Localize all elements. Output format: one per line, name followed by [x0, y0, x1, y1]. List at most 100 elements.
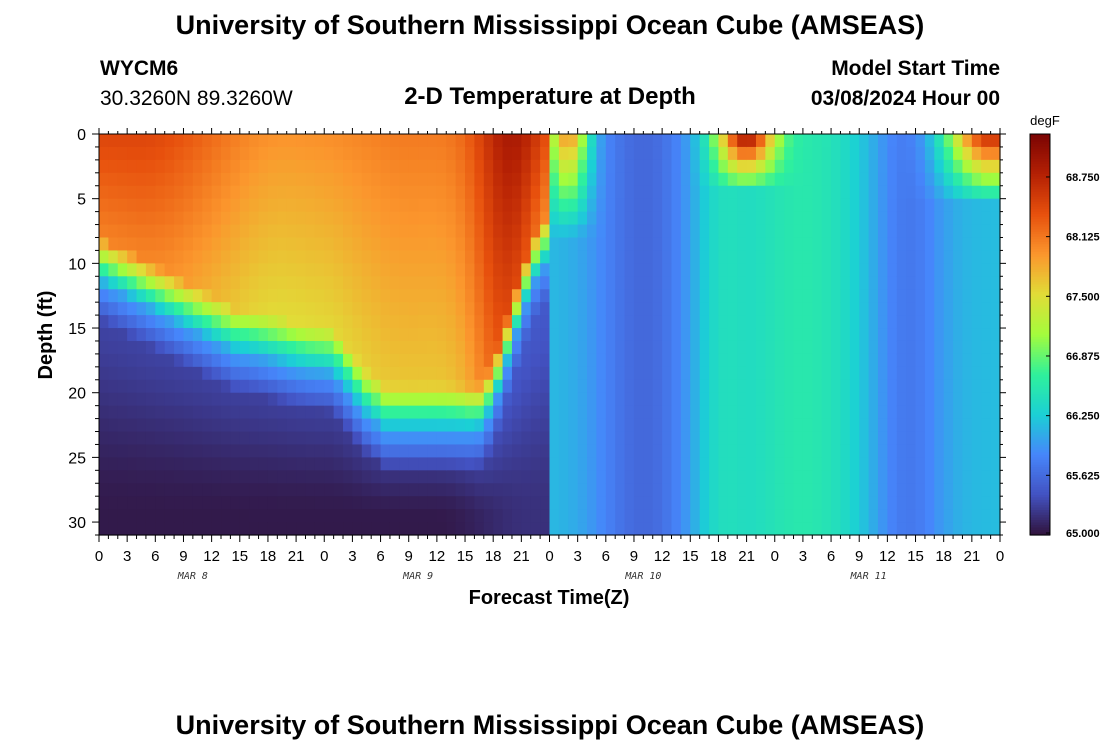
heatmap-cell	[887, 250, 898, 264]
heatmap-cell	[859, 237, 870, 252]
heatmap-cell	[296, 263, 307, 277]
heatmap-cell	[493, 146, 504, 161]
heatmap-cell	[971, 379, 982, 394]
heatmap-cell	[615, 159, 626, 174]
heatmap-cell	[99, 237, 109, 252]
heatmap-cell	[174, 250, 185, 264]
heatmap-cell	[727, 522, 738, 536]
heatmap-cell	[446, 134, 457, 148]
heatmap-cell	[812, 263, 823, 277]
heatmap-cell	[568, 431, 579, 446]
heatmap-cell	[249, 353, 260, 368]
heatmap-cell	[802, 146, 813, 161]
heatmap-cell	[633, 328, 644, 342]
heatmap-cell	[511, 470, 522, 484]
heatmap-cell	[924, 457, 935, 471]
heatmap-cell	[671, 237, 682, 252]
heatmap-cell	[709, 276, 720, 290]
colorbar-segment	[1030, 374, 1050, 378]
heatmap-cell	[624, 211, 635, 226]
colorbar-segment	[1030, 141, 1050, 145]
heatmap-cell	[699, 224, 710, 239]
heatmap-cell	[380, 379, 391, 394]
heatmap-cell	[615, 392, 626, 407]
heatmap-cell	[521, 328, 532, 342]
heatmap-cell	[164, 185, 175, 200]
heatmap-cell	[258, 250, 269, 264]
heatmap-cell	[953, 146, 964, 161]
heatmap-cell	[737, 211, 748, 226]
heatmap-cell	[455, 172, 466, 187]
heatmap-cell	[136, 328, 147, 342]
colorbar-segment	[1030, 254, 1050, 258]
heatmap-cell	[549, 392, 560, 407]
heatmap-cell	[371, 353, 382, 368]
heatmap-cell	[483, 340, 494, 355]
heatmap-cell	[662, 315, 673, 329]
heatmap-cell	[737, 470, 748, 484]
heatmap-cell	[840, 496, 851, 510]
colorbar-segment	[1030, 362, 1050, 366]
heatmap-cell	[192, 379, 203, 394]
heatmap-cell	[380, 172, 391, 187]
heatmap-cell	[652, 457, 663, 471]
heatmap-cell	[286, 470, 297, 484]
heatmap-cell	[840, 289, 851, 303]
heatmap-cell	[934, 392, 945, 407]
heatmap-cell	[99, 522, 109, 536]
heatmap-cell	[483, 198, 494, 213]
heatmap-cell	[221, 211, 231, 226]
heatmap-cell	[108, 211, 119, 226]
heatmap-cell	[474, 418, 485, 433]
heatmap-cell	[286, 457, 297, 471]
heatmap-cell	[258, 211, 269, 226]
heatmap-cell	[868, 509, 879, 523]
heatmap-cell	[333, 392, 344, 407]
heatmap-cell	[971, 483, 982, 497]
heatmap-cell	[962, 483, 973, 497]
heatmap-cell	[239, 522, 250, 536]
heatmap-cell	[258, 263, 269, 277]
heatmap-cell	[633, 302, 644, 316]
colorbar: 65.00065.62566.25066.87567.50068.12568.7…	[1029, 133, 1100, 540]
heatmap-cell	[690, 237, 701, 252]
heatmap-cell	[793, 470, 804, 484]
heatmap-cell	[399, 366, 410, 381]
heatmap-cell	[596, 392, 607, 407]
heatmap-cell	[896, 224, 907, 239]
heatmap-cell	[408, 405, 419, 420]
heatmap-cell	[343, 250, 354, 264]
heatmap-cell	[690, 134, 701, 148]
heatmap-cell	[840, 315, 851, 329]
heatmap-cell	[549, 328, 560, 342]
heatmap-cell	[577, 431, 588, 446]
heatmap-cell	[690, 315, 701, 329]
heatmap-cell	[296, 509, 307, 523]
heatmap-cell	[577, 134, 588, 148]
heatmap-cell	[436, 431, 447, 446]
heatmap-cell	[343, 483, 354, 497]
heatmap-cell	[352, 159, 363, 174]
heatmap-cell	[164, 315, 175, 329]
heatmap-cell	[868, 353, 879, 368]
heatmap-cell	[587, 483, 598, 497]
heatmap-cell	[511, 418, 522, 433]
heatmap-cell	[699, 470, 710, 484]
heatmap-cell	[136, 444, 147, 458]
heatmap-cell	[680, 224, 691, 239]
heatmap-cell	[896, 134, 907, 148]
heatmap-cell	[699, 328, 710, 342]
heatmap-cell	[568, 522, 579, 536]
heatmap-cell	[671, 470, 682, 484]
colorbar-segment	[1030, 497, 1050, 501]
heatmap-cell	[221, 263, 231, 277]
heatmap-cell	[418, 353, 429, 368]
heatmap-cell	[812, 134, 823, 148]
x-tick-label: 0	[771, 548, 779, 565]
heatmap-cell	[155, 366, 166, 381]
heatmap-cell	[286, 340, 297, 355]
heatmap-cell	[108, 302, 119, 316]
heatmap-cell	[211, 353, 222, 368]
heatmap-cell	[399, 353, 410, 368]
x-tick-label: 15	[457, 548, 474, 565]
